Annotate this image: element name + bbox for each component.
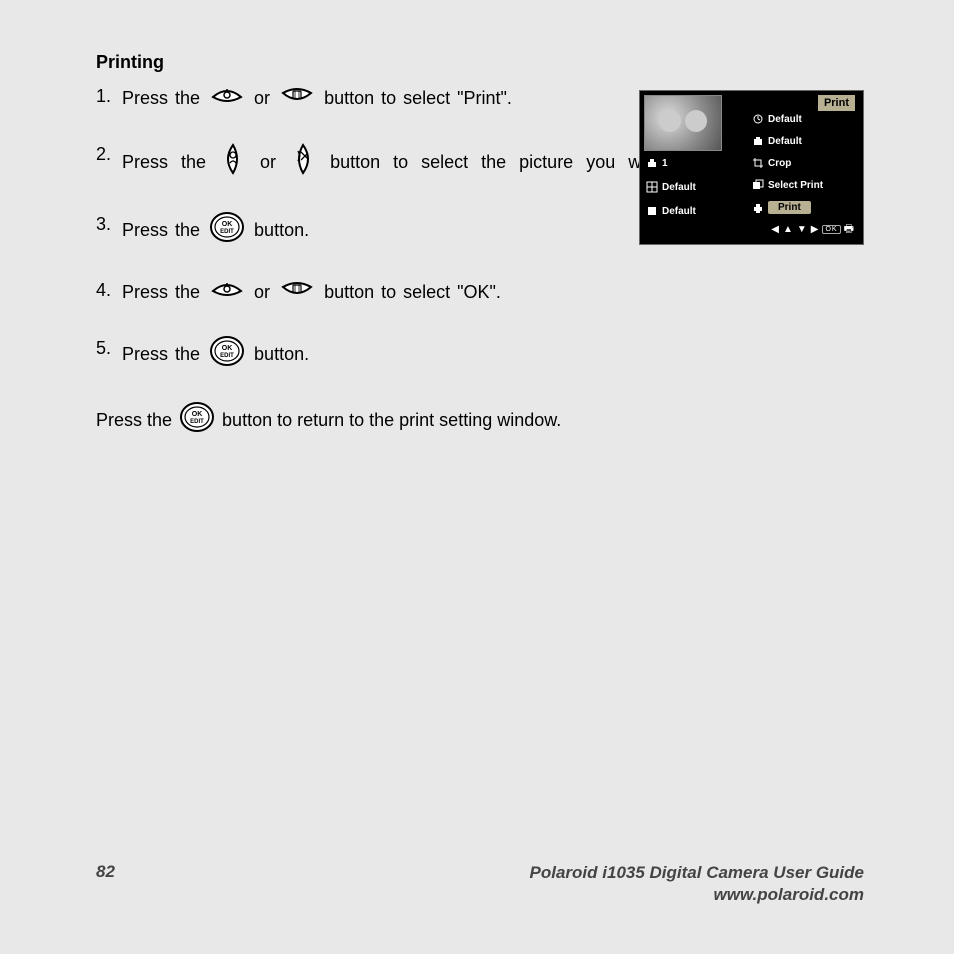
step-number: 4. <box>96 277 122 309</box>
option-label: Select Print <box>768 180 823 191</box>
instruction-step: 4.Press the or button to select "OK". <box>96 277 864 309</box>
screen-option-print: Print <box>752 201 811 214</box>
step-number: 3. <box>96 211 122 251</box>
option-label: 1 <box>662 158 668 169</box>
nav-glyph: ▼ <box>797 224 808 235</box>
step-text: Press the button. <box>122 335 864 375</box>
quality-icon <box>752 135 764 147</box>
nav-glyph: 🖶 <box>844 220 855 239</box>
nav-glyph: ▶ <box>811 224 820 235</box>
right-icon <box>291 141 315 185</box>
left-icon <box>221 141 245 185</box>
copies-icon <box>646 157 658 169</box>
ok-edit-icon <box>179 401 215 441</box>
ok-icon <box>209 211 245 251</box>
screen-option-layout: Default <box>646 181 696 193</box>
screen-option-copies: 1 <box>646 157 668 169</box>
instruction-step: 5.Press the button. <box>96 335 864 375</box>
option-label: Crop <box>768 158 791 169</box>
up-icon <box>209 83 245 115</box>
camera-lcd-preview: Print 1 Default Default Default Default Crop S… <box>639 90 864 245</box>
crop-icon <box>752 157 764 169</box>
nav-glyph: OK <box>822 225 840 234</box>
option-label: Default <box>768 114 802 125</box>
photo-thumbnail <box>644 95 722 151</box>
up-icon <box>209 277 245 309</box>
print-icon <box>752 202 764 214</box>
step-number: 5. <box>96 335 122 375</box>
ok-icon <box>209 335 245 375</box>
down-icon <box>279 277 315 309</box>
date-icon <box>752 113 764 125</box>
step-text: Press the or button to select "OK". <box>122 277 864 309</box>
step-number: 1. <box>96 83 122 115</box>
guide-url: www.polaroid.com <box>530 884 864 906</box>
final-note: Press the button to return to the print … <box>96 401 864 441</box>
nav-glyph: ◀ <box>771 224 780 235</box>
down-icon <box>279 83 315 115</box>
screen-option-crop: Crop <box>752 157 791 169</box>
nav-glyph: ▲ <box>783 224 794 235</box>
step-number: 2. <box>96 141 122 185</box>
select-icon <box>752 179 764 191</box>
nav-indicator-row: ◀▲▼▶OK 🖶 <box>771 220 855 239</box>
screen-option-date: Default <box>752 113 802 125</box>
paper-icon <box>646 205 658 217</box>
section-heading: Printing <box>96 52 864 73</box>
guide-title: Polaroid i1035 Digital Camera User Guide <box>530 862 864 884</box>
screen-option-paper: Default <box>646 205 696 217</box>
page-number: 82 <box>96 862 115 906</box>
page-footer: 82 Polaroid i1035 Digital Camera User Gu… <box>96 862 864 906</box>
option-label: Default <box>662 182 696 193</box>
screen-title: Print <box>818 95 855 111</box>
option-label: Default <box>662 206 696 217</box>
option-label: Print <box>768 201 811 214</box>
layout-icon <box>646 181 658 193</box>
option-label: Default <box>768 136 802 147</box>
screen-option-quality: Default <box>752 135 802 147</box>
screen-option-select: Select Print <box>752 179 823 191</box>
